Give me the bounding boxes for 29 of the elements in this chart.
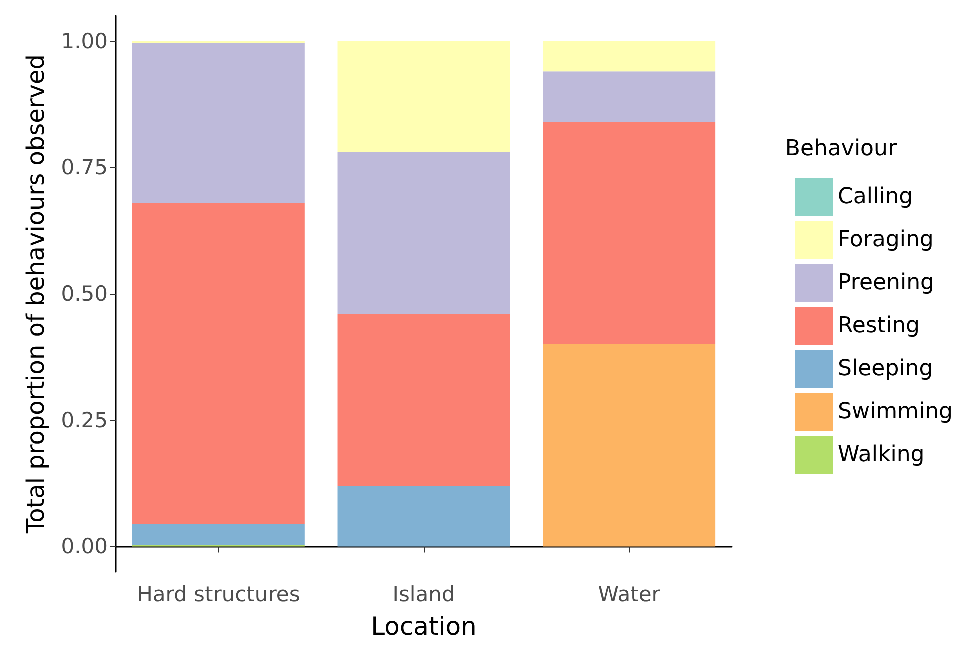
y-tick-label: 0.50 [61, 282, 108, 306]
y-tick-label: 0.00 [61, 534, 108, 559]
bar [338, 152, 510, 314]
bar [338, 41, 510, 152]
bar [543, 344, 716, 547]
bar [132, 203, 305, 524]
y-tick-label: 0.25 [61, 408, 108, 432]
x-axis-title: Location [371, 612, 477, 641]
bar [132, 43, 305, 204]
y-tick-label: 1.00 [61, 29, 108, 54]
legend-label: Resting [838, 314, 920, 338]
bar [132, 524, 305, 546]
bar [543, 72, 716, 122]
y-tick-label: 0.75 [61, 156, 108, 180]
legend-label: Foraging [838, 228, 934, 252]
bar [338, 314, 510, 486]
legend-label: Walking [838, 442, 925, 468]
bar [543, 122, 716, 345]
y-axis-title: Total proportion of behaviours observed [22, 54, 50, 535]
legend-label: Calling [838, 184, 914, 210]
legend-title: Behaviour [785, 136, 898, 162]
bar [338, 486, 510, 547]
x-tick-label: Island [392, 582, 456, 606]
bar [543, 41, 716, 72]
legend-label: Swimming [838, 400, 953, 424]
x-tick-label: Water [598, 582, 661, 606]
x-tick-label: Hard structures [137, 582, 300, 606]
legend-label: Sleeping [838, 356, 934, 382]
legend-label: Preening [838, 270, 935, 296]
